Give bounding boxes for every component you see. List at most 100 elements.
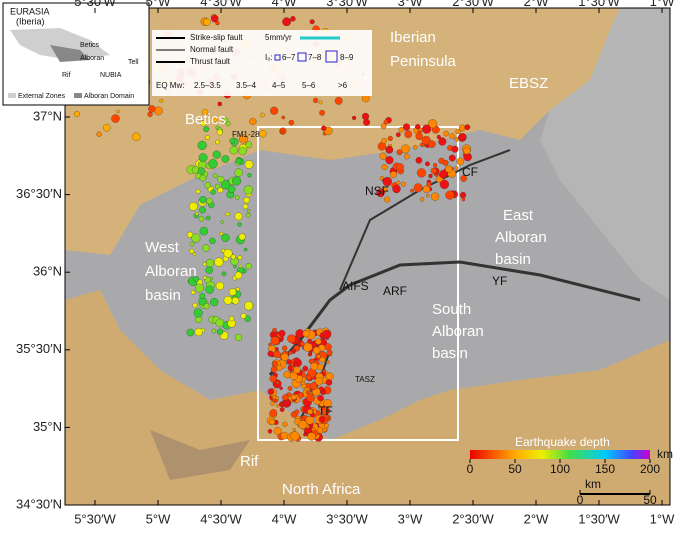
earthquake (307, 432, 316, 441)
earthquake (415, 132, 423, 141)
place-label: YF (492, 274, 507, 288)
earthquake (223, 248, 233, 258)
earthquake (190, 290, 196, 295)
earthquake (428, 140, 436, 148)
place-label: West (145, 239, 180, 256)
earthquake (233, 264, 237, 269)
colorbar: Earthquake depth km km (470, 435, 673, 495)
earthquake (217, 187, 224, 194)
earthquake (286, 359, 292, 365)
place-label: Betics (185, 111, 226, 128)
earthquake (267, 429, 273, 434)
earthquake (232, 176, 242, 186)
legend: Strike-slip fault Normal fault Thrust fa… (152, 30, 372, 96)
earthquake (422, 124, 432, 134)
inset: EURASIA (Iberia) Betics Alboran Rif NUBI… (2, 2, 150, 106)
earthquake (315, 338, 322, 345)
earthquake (396, 180, 401, 185)
earthquake (317, 394, 324, 402)
earthquake (217, 101, 223, 107)
earthquake (334, 97, 343, 105)
earthquake (244, 301, 254, 311)
earthquake (244, 160, 254, 169)
earthquake (221, 233, 230, 242)
earthquake (211, 328, 217, 334)
inset-label: Rif (62, 72, 71, 79)
earthquake (245, 213, 251, 218)
earthquake (212, 150, 221, 159)
earthquake (199, 226, 209, 236)
earthquake (215, 318, 224, 328)
legend-text: 6–7 (282, 53, 296, 62)
legend-symbol (325, 50, 338, 63)
earthquake (381, 137, 388, 144)
earthquake (222, 117, 229, 124)
earthquake (215, 139, 220, 145)
earthquake (319, 356, 326, 363)
earthquake (270, 366, 278, 373)
earthquake (131, 132, 141, 142)
earthquake (276, 364, 283, 371)
earthquake (422, 185, 431, 194)
earthquake (279, 407, 285, 412)
scalebar-label: 50 (643, 493, 657, 507)
inset-legend (74, 93, 82, 98)
earthquake (202, 262, 207, 267)
earthquake (460, 175, 467, 182)
x-tick-label: 5°30′W (74, 0, 116, 9)
inset-label: Alboran Domain (84, 93, 134, 100)
earthquake (322, 330, 332, 339)
earthquake (282, 17, 291, 27)
earthquake (302, 330, 310, 338)
earthquake (420, 197, 425, 202)
earthquake (242, 203, 249, 210)
earthquake (159, 98, 164, 103)
y-tick-label: 35°30′N (16, 341, 62, 356)
earthquake (461, 197, 466, 202)
earthquake (318, 406, 322, 410)
earthquake (235, 157, 242, 164)
x-tick-label: 2°30′W (452, 511, 494, 526)
place-label: TF (318, 404, 333, 418)
earthquake (235, 287, 240, 292)
earthquake (243, 185, 254, 195)
earthquake (287, 334, 296, 344)
earthquake (205, 285, 214, 294)
x-tick-label: 3°30′W (326, 511, 368, 526)
earthquake (298, 420, 308, 430)
place-label: basin (495, 251, 531, 268)
earthquake (280, 353, 289, 361)
y-tick-label: 34°30′N (16, 496, 62, 511)
earthquake (197, 140, 207, 150)
x-tick-label: 5°30′W (74, 511, 116, 526)
earthquake (326, 349, 333, 356)
earthquake (455, 128, 461, 135)
earthquake (238, 233, 246, 241)
earthquake (383, 119, 389, 125)
earthquake (219, 231, 224, 236)
earthquake (316, 354, 321, 359)
legend-text: I₀: (265, 53, 273, 62)
earthquake (282, 345, 288, 351)
place-label: Rif (240, 453, 259, 470)
earthquake (305, 416, 314, 425)
place-label: EBSZ (509, 75, 548, 92)
earthquake (402, 123, 411, 131)
legend-symbol (274, 54, 281, 61)
earthquake (269, 375, 277, 383)
place-label: AIFS (342, 279, 369, 293)
x-tick-label: 4°30′W (200, 511, 242, 526)
place-label: ARF (383, 284, 407, 298)
earthquake (430, 167, 438, 174)
earthquake (325, 372, 334, 381)
earthquake (396, 163, 404, 172)
earthquake (312, 346, 321, 355)
earthquake (237, 255, 243, 260)
legend-text: 5–6 (302, 81, 316, 90)
earthquake (249, 117, 257, 126)
earthquake (413, 183, 423, 193)
x-tick-label: 5°W (146, 0, 171, 9)
earthquake (211, 14, 219, 23)
earthquake (392, 184, 401, 194)
earthquake (203, 126, 210, 133)
